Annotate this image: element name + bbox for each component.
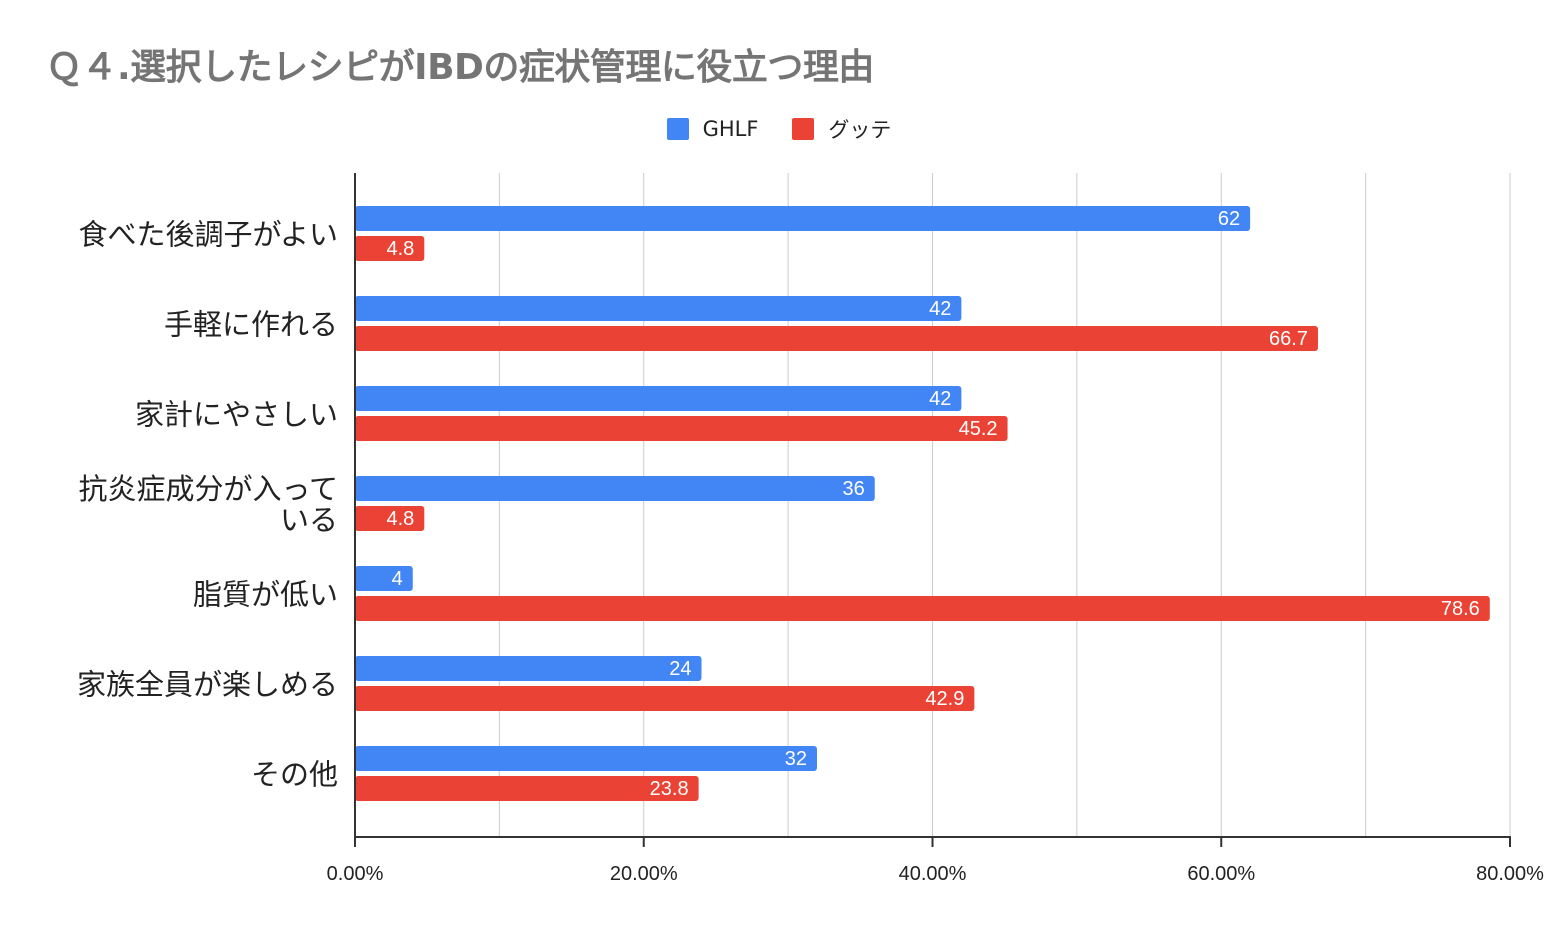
category-label: 食べた後調子がよい [78, 218, 338, 252]
data-label: 42.9 [925, 688, 964, 710]
bar[interactable] [355, 746, 817, 771]
bar[interactable] [355, 206, 1251, 231]
bar[interactable] [355, 236, 425, 261]
data-label: 4.8 [386, 238, 414, 260]
bar[interactable] [355, 776, 699, 801]
bar[interactable] [355, 566, 413, 591]
legend: GHLF グッテ [0, 114, 1558, 144]
chart-title: Ｑ４.選択したレシピがIBDの症状管理に役立つ理由 [46, 47, 874, 88]
bar[interactable] [355, 596, 1490, 621]
category-label: その他 [251, 758, 338, 792]
data-label: 45.2 [959, 418, 998, 440]
bar[interactable] [355, 656, 702, 681]
bar[interactable] [355, 476, 875, 501]
data-label: 24 [669, 658, 691, 680]
data-label: 78.6 [1441, 598, 1480, 620]
legend-label-ghlf: GHLF [702, 117, 759, 141]
legend-item-gutte[interactable]: グッテ [792, 114, 891, 144]
data-label: 42 [929, 298, 951, 320]
data-label: 4 [392, 568, 403, 590]
category-label: 抗炎症成分が入って [78, 472, 338, 506]
data-label: 4.8 [386, 508, 414, 530]
category-label: いる [280, 503, 338, 537]
bar[interactable] [355, 416, 1008, 441]
legend-item-ghlf[interactable]: GHLF [666, 114, 759, 144]
bar[interactable] [355, 296, 962, 321]
bar[interactable] [355, 326, 1318, 351]
x-tick-label: 0.00% [327, 863, 384, 885]
bar[interactable] [355, 506, 425, 531]
legend-label-gutte: グッテ [828, 118, 892, 142]
x-tick-label: 80.00% [1476, 863, 1544, 885]
category-label: 家計にやさしい [135, 398, 338, 432]
data-label: 42 [929, 388, 951, 410]
x-tick-label: 40.00% [899, 863, 967, 885]
data-label: 23.8 [650, 778, 689, 800]
legend-swatch-gutte [792, 118, 815, 140]
category-label: 家族全員が楽しめる [77, 668, 338, 702]
bar[interactable] [355, 686, 975, 711]
data-label: 36 [843, 478, 865, 500]
bar[interactable] [355, 386, 962, 411]
x-tick-label: 60.00% [1187, 863, 1255, 885]
data-label: 32 [785, 748, 807, 770]
data-label: 62 [1218, 208, 1240, 230]
category-label: 脂質が低い [193, 578, 338, 612]
x-tick-label: 20.00% [610, 863, 678, 885]
data-label: 66.7 [1269, 328, 1308, 350]
category-label: 手軽に作れる [164, 308, 338, 342]
legend-swatch-ghlf [666, 118, 689, 140]
